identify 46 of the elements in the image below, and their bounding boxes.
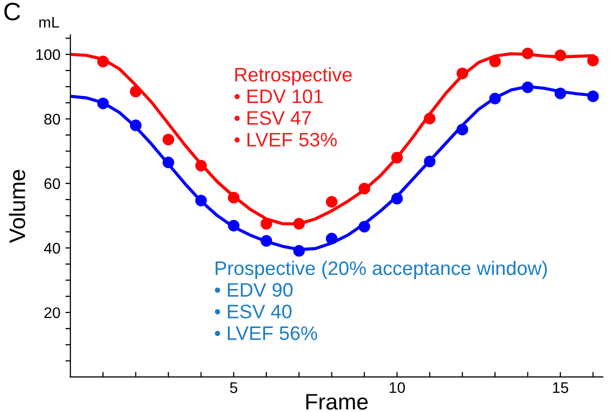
point bbox=[424, 156, 436, 168]
point bbox=[228, 192, 240, 204]
point bbox=[195, 194, 207, 206]
point bbox=[260, 235, 272, 247]
point bbox=[587, 54, 599, 66]
y-tick-label: 40 bbox=[44, 242, 60, 254]
annotation: Prospective (20% acceptance window) • EDV 90 • ESV 40 • LVEF 56% bbox=[214, 260, 547, 340]
x-tick-label: 15 bbox=[553, 382, 568, 394]
annotation: Retrospective • EDV 101 • ESV 47 • LVEF 53% bbox=[234, 67, 352, 147]
point bbox=[130, 86, 142, 98]
point bbox=[97, 98, 109, 110]
y-axis-title: Volume bbox=[8, 170, 26, 243]
point bbox=[326, 196, 338, 208]
point bbox=[162, 156, 174, 168]
point bbox=[391, 152, 403, 164]
point bbox=[554, 88, 566, 100]
point bbox=[424, 112, 436, 124]
point bbox=[293, 245, 305, 257]
point bbox=[293, 218, 305, 230]
point bbox=[456, 124, 468, 136]
x-tick-label: 5 bbox=[230, 382, 238, 394]
point bbox=[554, 50, 566, 62]
point bbox=[391, 192, 403, 204]
x-axis-title: Frame bbox=[306, 394, 368, 410]
point bbox=[162, 134, 174, 146]
text: mL bbox=[39, 17, 60, 28]
point bbox=[358, 182, 370, 194]
y-tick-label: 100 bbox=[36, 49, 60, 60]
point bbox=[522, 81, 534, 94]
point bbox=[97, 56, 109, 68]
x-tick-label: 10 bbox=[390, 382, 405, 394]
point bbox=[587, 90, 599, 102]
point bbox=[228, 220, 240, 232]
point bbox=[260, 218, 272, 230]
text: C bbox=[4, 2, 20, 20]
point bbox=[326, 232, 338, 244]
point bbox=[489, 92, 501, 104]
point bbox=[358, 220, 370, 232]
y-tick-label: 80 bbox=[44, 114, 60, 125]
y-tick-label: 60 bbox=[44, 178, 60, 190]
y-tick-label: 20 bbox=[44, 307, 60, 318]
point bbox=[522, 48, 534, 60]
point bbox=[130, 120, 142, 132]
point bbox=[195, 160, 207, 172]
point bbox=[489, 56, 501, 68]
point bbox=[456, 68, 468, 80]
